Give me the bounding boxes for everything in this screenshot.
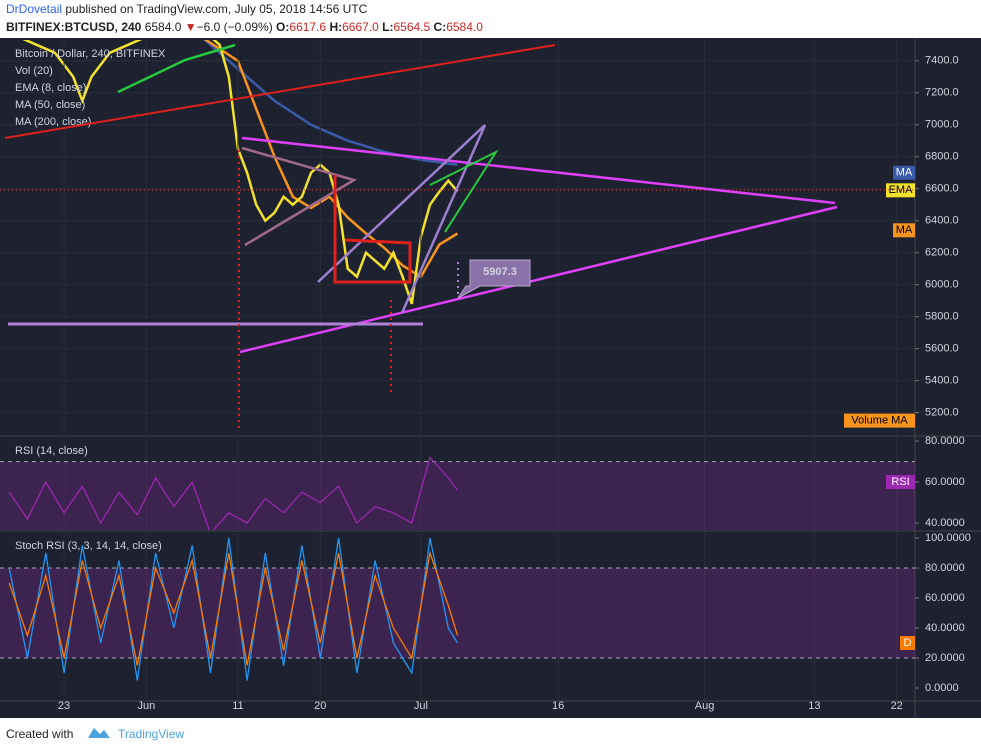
y-tick-label: 5200.0 [925, 407, 959, 419]
x-tick-label: Aug [695, 700, 715, 712]
legend-entry: MA (200, close) [15, 116, 91, 128]
y-tick-label: 6800.0 [925, 151, 959, 163]
trendline [241, 136, 836, 205]
y-tick-label: 0.0000 [925, 682, 959, 694]
callout-text: 5907.3 [483, 266, 517, 278]
axis-tag-label: D [904, 637, 912, 649]
l-label: L: [382, 20, 393, 34]
y-tick-label: 7200.0 [925, 87, 959, 99]
chart-bg [0, 38, 981, 718]
axis-tag [886, 475, 915, 490]
legend-entry: Stoch RSI (3, 3, 14, 14, close) [15, 540, 162, 552]
header-line1: DrDovetail published on TradingView.com,… [6, 2, 368, 16]
series-line [22, 40, 459, 305]
y-tick-label: 80.0000 [925, 562, 965, 574]
y-tick-label: 5600.0 [925, 343, 959, 355]
header-line2: BITFINEX:BTCUSD, 240 6584.0 ▼−6.0 (−0.09… [6, 20, 483, 34]
y-tick-label: 40.0000 [925, 622, 965, 634]
x-tick-label: 11 [232, 700, 243, 712]
legend-entry: MA (50, close) [15, 99, 85, 111]
y-tick-label: 6200.0 [925, 247, 959, 259]
axis-tag-label: Volume MA [851, 415, 908, 427]
high: 6667.0 [342, 20, 379, 34]
panel [0, 537, 915, 681]
trendline [239, 205, 838, 354]
panel [0, 456, 915, 530]
x-tick-label: 13 [808, 700, 820, 712]
y-tick-label: 60.0000 [925, 476, 965, 488]
axis-tag-label: RSI [891, 476, 909, 488]
y-tick-label: 6400.0 [925, 215, 959, 227]
y-tick-label: 20.0000 [925, 652, 965, 664]
y-tick-label: 100.0000 [925, 532, 971, 544]
open: 6617.6 [289, 20, 326, 34]
close: 6584.0 [446, 20, 483, 34]
low: 6564.5 [393, 20, 430, 34]
h-label: H: [329, 20, 342, 34]
y-tick-label: 40.0000 [925, 517, 965, 529]
o-label: O: [276, 20, 289, 34]
brand[interactable]: TradingView [118, 727, 184, 741]
trendline [4, 44, 556, 139]
y-tick-label: 6000.0 [925, 279, 959, 291]
symbol: BITFINEX:BTCUSD, 240 [6, 20, 142, 34]
series-line [8, 456, 459, 530]
legend-entry: Vol (20) [15, 65, 53, 77]
c-label: C: [434, 20, 447, 34]
y-tick-label: 80.0000 [925, 435, 965, 447]
change: −6.0 (−0.09%) [197, 20, 273, 34]
axis-tag-label: MA [896, 224, 913, 236]
channel [429, 149, 499, 233]
axis-tag [900, 636, 915, 650]
last: 6584.0 [145, 20, 182, 34]
y-tick-label: 5800.0 [925, 311, 959, 323]
axis-tag-label: MA [896, 167, 913, 179]
created-with: Created with [6, 727, 73, 741]
box [333, 175, 412, 284]
channel [117, 43, 236, 94]
x-tick-label: Jul [414, 700, 428, 712]
y-tick-label: 60.0000 [925, 592, 965, 604]
axis-tag [844, 413, 915, 428]
published: published on TradingView.com, July 05, 2… [62, 2, 368, 16]
author: DrDovetail [6, 2, 62, 16]
band [0, 568, 915, 658]
x-tick-label: 16 [552, 700, 564, 712]
y-tick-label: 7000.0 [925, 119, 959, 131]
x-tick-label: 20 [314, 700, 326, 712]
legend-entry: RSI (14, close) [15, 445, 88, 457]
x-tick-label: Jun [138, 700, 156, 712]
arrow: ▼ [185, 20, 197, 34]
y-tick-label: 6600.0 [925, 183, 959, 195]
legend-entry: Bitcoin / Dollar, 240, BITFINEX [15, 48, 166, 60]
logo [88, 728, 110, 738]
wedge [241, 146, 358, 247]
x-tick-label: 23 [58, 700, 70, 712]
legend-entry: EMA (8, close) [15, 82, 87, 94]
series-line [8, 550, 459, 666]
axis-tag [893, 223, 915, 238]
axis-tag [893, 165, 915, 180]
wedge [317, 124, 487, 314]
drawings: 5907.3 [0, 43, 915, 430]
band [0, 461, 915, 530]
x-tick-label: 22 [891, 700, 903, 712]
callout [457, 259, 531, 299]
y-tick-label: 5400.0 [925, 375, 959, 387]
y-tick-label: 7400.0 [925, 55, 959, 67]
